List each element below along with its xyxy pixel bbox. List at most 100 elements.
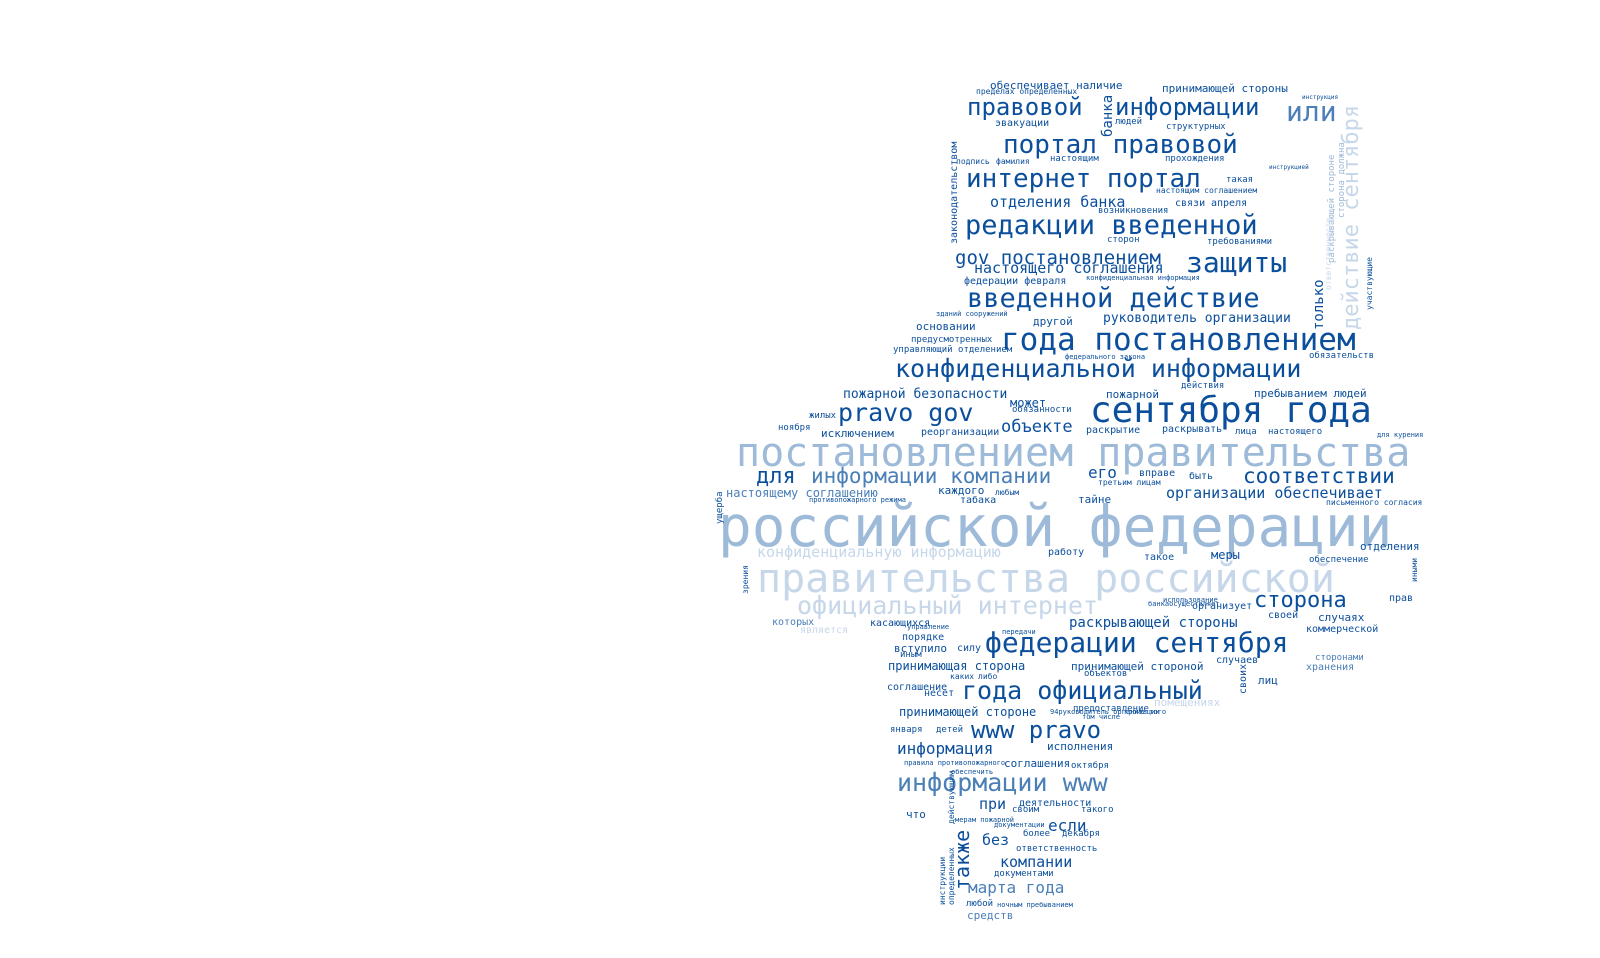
cloud-word: официальный интернет [797,591,1099,620]
cloud-word: обязательств [1309,351,1375,361]
cloud-word: сторон [1107,235,1140,245]
cloud-word: коммерческой [1306,624,1379,635]
cloud-word: порядке [902,632,945,643]
cloud-word: обеспечивает наличие [990,79,1123,92]
cloud-word: документации [994,821,1045,829]
cloud-word: любой [966,899,994,909]
cloud-word: случаях [1318,611,1365,624]
cloud-word: средств [967,909,1014,922]
cloud-word: марта года [968,878,1065,897]
cloud-word: отделения [1360,540,1420,553]
cloud-word: касающихся [870,618,931,629]
cloud-word: при [979,795,1007,813]
cloud-word: эвакуации [995,118,1050,129]
cloud-word: настоящим соглашением [1156,186,1258,195]
cloud-word: может [1010,396,1047,410]
cloud-word: пожарной [1106,388,1159,401]
cloud-word: своим [1012,805,1040,815]
cloud-word: организует [1192,601,1253,612]
cloud-word: иным [900,650,922,660]
cloud-word: интернет портал [966,164,1201,194]
cloud-word: инструкция [1302,94,1339,101]
cloud-word: каждого [938,484,985,497]
cloud-word: ноября [778,423,811,433]
cloud-word: сторона должна [1337,142,1347,218]
cloud-word: объектов [1084,669,1128,679]
cloud-word: компании [1000,853,1073,871]
cloud-word: соглашение [887,682,948,693]
cloud-word: без [982,831,1010,849]
cloud-word: информации www [897,768,1108,797]
cloud-word: силу [957,643,982,654]
cloud-word: соответствии [1243,464,1395,488]
cloud-word: федерального закона [1065,353,1146,361]
cloud-word: либо [978,672,998,681]
cloud-word: декабря [1062,829,1100,839]
cloud-word: для [756,464,796,489]
cloud-word: ответственности [1324,217,1333,290]
cloud-word: кроме того [1124,708,1167,716]
cloud-word: раскрытие [1086,425,1141,436]
cloud-word: помещениях [1154,696,1221,709]
cloud-word: документами [994,869,1054,879]
cloud-word: если [1048,816,1087,835]
cloud-word: пределах определенных [976,87,1078,96]
cloud-word: зданий сооружений [936,310,1008,318]
cloud-word: обеспечить [951,768,994,776]
cloud-word: обеспечение [1309,555,1369,565]
cloud-word: конфиденциальную информацию [757,543,1001,561]
cloud-word: хранения [1306,662,1355,673]
cloud-word: реорганизации [921,427,1000,438]
cloud-word: меры [1211,548,1240,562]
cloud-word: правила противопожарного [904,759,1006,767]
cloud-word: ущерба [715,491,725,524]
cloud-word: настоящего соглашения [974,259,1164,277]
cloud-word: gov постановлением [955,247,1161,269]
cloud-word: людей [1115,117,1143,127]
cloud-word: инструкции [938,856,947,905]
cloud-word: прохождения [1165,154,1225,164]
cloud-word: быть [1189,471,1214,482]
cloud-word: требованиями [1207,237,1273,247]
cloud-word: информации [1115,93,1260,121]
cloud-word: www pravo [971,716,1102,744]
cloud-word: обязанности [1012,405,1072,415]
cloud-word: прав [1389,593,1414,604]
cloud-word: года официальный [962,676,1203,705]
cloud-word: руководитель организации [1103,311,1291,326]
cloud-word: сентября года [1090,390,1372,431]
cloud-word: связи [1175,198,1206,209]
cloud-word: иными [1410,557,1419,582]
cloud-word: федерации февраля [964,276,1067,287]
cloud-word: тайне [1078,493,1112,506]
cloud-word: участвующие [1365,257,1374,310]
cloud-word: использование [1163,596,1218,604]
cloud-word: федерации сентября [985,626,1289,659]
cloud-word: письменного согласия [1326,498,1423,507]
cloud-word: жилых [809,411,837,421]
cloud-word: исполнения [1047,740,1114,753]
cloud-word: другой [1033,315,1073,328]
cloud-word: вступило [894,642,947,655]
cloud-word: правительства российской [757,556,1335,602]
cloud-word: российской федерации [718,495,1393,560]
cloud-word: том числе [1082,713,1120,721]
cloud-word: определенных [947,847,956,905]
cloud-word: инструкцией [1269,164,1309,171]
cloud-word: октября [1071,761,1109,771]
cloud-word: банка [1100,94,1116,137]
cloud-word: апреля [1211,198,1248,209]
cloud-word: действия [1181,381,1225,391]
cloud-word: такая [1226,175,1254,185]
cloud-word: лица [1235,427,1257,437]
cloud-word: любым [995,488,1020,497]
cloud-word: 94руководитель организации [1050,708,1160,716]
cloud-word: подпись [956,157,990,166]
cloud-word: раскрывать [1162,424,1223,435]
cloud-word: принимающая сторона [888,659,1026,673]
cloud-word: деятельности [1019,798,1092,809]
cloud-word: такое [1144,552,1175,563]
cloud-word: соглашения [1004,757,1071,770]
cloud-word: табака [960,495,997,506]
cloud-word: введенной действие [967,283,1260,314]
